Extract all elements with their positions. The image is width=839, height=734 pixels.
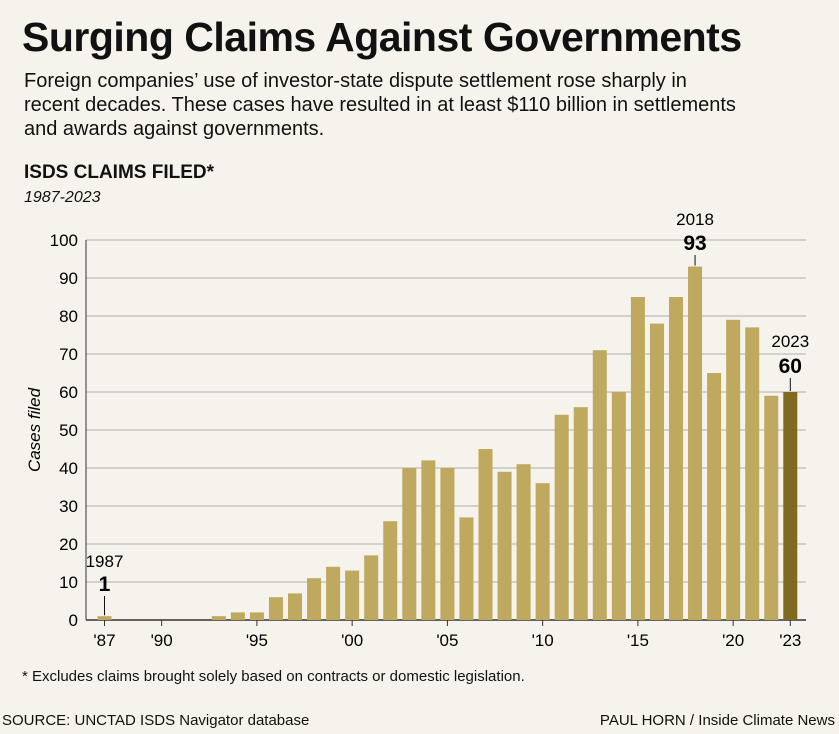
y-tick-label: 0 xyxy=(69,611,78,630)
credit-note: PAUL HORN / Inside Climate News xyxy=(599,712,835,729)
annotation-value-1987: 1 xyxy=(99,573,111,596)
y-tick-label: 70 xyxy=(59,345,78,364)
x-tick-label: '00 xyxy=(341,631,363,650)
chart-heading: ISDS CLAIMS FILED* xyxy=(24,162,215,183)
x-tick-label: '90 xyxy=(151,631,173,650)
annotation-year-1987: 1987 xyxy=(86,552,124,571)
bar-2020 xyxy=(726,319,741,620)
bar-2002 xyxy=(383,521,398,620)
bar-2016 xyxy=(649,323,664,620)
chart-date-range: 1987-2023 xyxy=(24,189,101,206)
y-tick-label: 10 xyxy=(59,573,78,592)
bar-2009 xyxy=(516,464,531,620)
annotation-year-2018: 2018 xyxy=(676,210,714,229)
bar-1998 xyxy=(307,578,322,620)
y-tick-label: 90 xyxy=(59,269,78,288)
x-tick-label: '87 xyxy=(93,631,115,650)
bar-2022 xyxy=(764,395,779,620)
bar-2001 xyxy=(364,555,379,620)
bar-2011 xyxy=(554,414,569,620)
bar-1994 xyxy=(230,612,245,620)
bar-2000 xyxy=(345,570,360,620)
bar-1999 xyxy=(326,566,341,620)
x-tick-label: '23 xyxy=(779,631,801,650)
y-tick-label: 60 xyxy=(59,383,78,402)
y-axis-label: Cases filed xyxy=(25,387,44,472)
bar-2013 xyxy=(592,350,607,620)
bar-1997 xyxy=(288,593,302,620)
bar-2005 xyxy=(440,468,455,620)
bar-2012 xyxy=(573,407,588,620)
y-tick-label: 100 xyxy=(50,231,78,250)
x-tick-label: '15 xyxy=(627,631,649,650)
annotation-value-2018: 93 xyxy=(683,232,706,255)
y-tick-label: 20 xyxy=(59,535,78,554)
bar-2023 xyxy=(783,392,798,620)
bar-2008 xyxy=(497,471,512,620)
bar-2017 xyxy=(669,297,683,620)
bar-1987 xyxy=(97,616,112,620)
x-tick-label: '95 xyxy=(246,631,268,650)
bar-2019 xyxy=(707,373,722,620)
bar-2014 xyxy=(611,392,626,620)
bar-1996 xyxy=(268,597,283,620)
annotation-year-2023: 2023 xyxy=(771,332,809,351)
bar-2021 xyxy=(745,327,760,620)
y-tick-label: 30 xyxy=(59,497,78,516)
bar-2004 xyxy=(421,460,436,620)
bar-2007 xyxy=(478,449,493,620)
chart-title: Surging Claims Against Governments xyxy=(22,14,742,60)
bar-1993 xyxy=(211,616,226,620)
y-tick-label: 40 xyxy=(59,459,78,478)
x-tick-label: '05 xyxy=(436,631,458,650)
bar-2010 xyxy=(535,483,550,620)
footnote: * Excludes claims brought solely based o… xyxy=(22,668,525,685)
y-tick-label: 80 xyxy=(59,307,78,326)
x-tick-label: '10 xyxy=(532,631,554,650)
bar-2015 xyxy=(630,297,645,620)
source-note: SOURCE: UNCTAD ISDS Navigator database xyxy=(2,712,310,729)
y-tick-label: 50 xyxy=(59,421,78,440)
bar-1995 xyxy=(249,612,264,620)
chart-subtitle: Foreign companies’ use of investor-state… xyxy=(24,70,736,140)
bar-2018 xyxy=(688,266,703,620)
x-tick-label: '20 xyxy=(722,631,744,650)
bar-2006 xyxy=(459,517,474,620)
annotation-value-2023: 60 xyxy=(779,355,802,378)
bar-2003 xyxy=(402,468,417,620)
